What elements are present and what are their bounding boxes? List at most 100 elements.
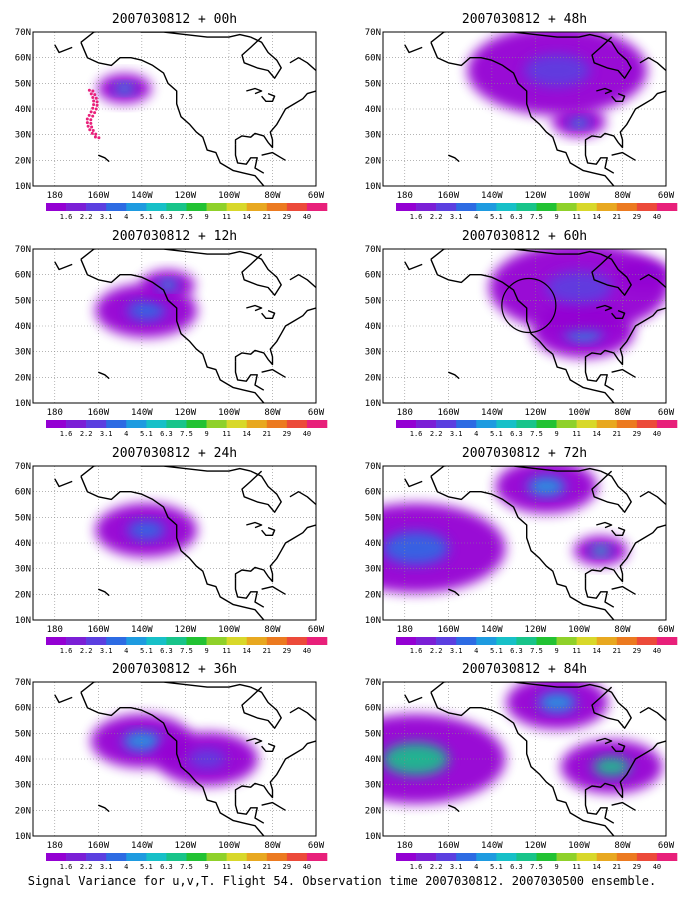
grid-lines — [383, 32, 666, 186]
colorbar-tick-label: 21 — [263, 647, 271, 655]
coastline — [639, 707, 666, 722]
colorbar-tick-label: 21 — [263, 863, 271, 871]
lat-tick-label: 40N — [15, 539, 31, 549]
lon-tick-label: 160W — [437, 408, 459, 418]
coastline — [591, 36, 632, 79]
coastline — [639, 57, 666, 72]
map-panel: 2007030812 + 72h 10N 20N 30N 40N 50N 60N 70N 180… — [365, 446, 678, 655]
colorbar-swatch — [456, 637, 477, 645]
colorbar-swatch — [226, 637, 248, 645]
coastline — [611, 526, 626, 536]
colorbar-swatch — [226, 420, 248, 428]
map-frame — [32, 248, 317, 404]
colorbar-swatch — [396, 203, 417, 211]
colorbar-swatch — [576, 203, 598, 211]
colorbar-tick-label: 14 — [242, 430, 250, 438]
grid-lines — [383, 466, 666, 620]
colorbar-tick-label: 11 — [572, 647, 580, 655]
grid-lines — [383, 249, 666, 403]
observation-point — [95, 103, 99, 107]
colorbar-tick-label: 11 — [572, 430, 580, 438]
colorbar-swatch — [306, 637, 328, 645]
colorbar-tick-label: 2.2 — [80, 647, 93, 655]
colorbar-tick-label: 40 — [653, 430, 661, 438]
colorbar-tick-label: 5.1 — [140, 863, 153, 871]
map-frame — [32, 465, 317, 621]
map-frame — [382, 248, 667, 404]
colorbar-tick-label: 40 — [653, 647, 661, 655]
map-frame — [382, 465, 667, 621]
colorbar: 1.6 2.2 3.1 4 5.1 6.3 7.5 9 11 14 21 29 40 — [46, 853, 328, 871]
coastline — [430, 682, 601, 693]
coastline — [261, 151, 286, 161]
map-frame — [32, 31, 317, 187]
coastlines — [54, 32, 316, 186]
colorbar: 1.6 2.2 3.1 4 5.1 6.3 7.5 9 11 14 21 29 40 — [396, 203, 678, 221]
observation-point — [95, 100, 99, 104]
colorbar-swatch — [536, 203, 557, 211]
map-panel: 2007030812 + 84h 10N 20N 30N 40N 50N 60N 70N 180… — [365, 662, 678, 871]
colorbar-swatch — [596, 853, 618, 861]
map-panel: 2007030812 + 00h 10N 20N 30N 40N 50N 60N 70N 180… — [15, 12, 328, 221]
colorbar-tick-label: 11 — [222, 863, 230, 871]
colorbar-swatch — [636, 637, 658, 645]
coastline — [241, 253, 282, 296]
lat-tick-label: 10N — [365, 616, 381, 626]
coastline — [246, 87, 263, 95]
lon-tick-label: 180 — [47, 841, 63, 851]
map-frame — [382, 681, 667, 837]
lon-tick-label: 80W — [264, 625, 281, 635]
colorbar-tick-label: 9 — [204, 430, 208, 438]
lon-tick-label: 60W — [658, 841, 675, 851]
colorbar-tick-label: 29 — [283, 863, 291, 871]
colorbar-tick-label: 2.2 — [430, 213, 443, 221]
coastline — [448, 804, 460, 813]
variance-core — [592, 756, 631, 777]
observation-point — [93, 93, 97, 97]
lat-tick-label: 10N — [365, 182, 381, 192]
colorbar-tick-label: 2.2 — [80, 213, 93, 221]
coastline — [80, 42, 265, 186]
lon-tick-label: 120W — [175, 191, 197, 201]
coastline — [584, 578, 615, 608]
coastline — [430, 32, 601, 43]
coastline — [80, 476, 265, 620]
lat-tick-label: 30N — [15, 781, 31, 791]
colorbar-swatch — [516, 203, 537, 211]
colorbar-tick-label: 2.2 — [430, 863, 443, 871]
lat-tick-label: 50N — [15, 513, 31, 523]
coastline — [80, 692, 265, 836]
colorbar-swatch — [66, 637, 87, 645]
colorbar-swatch — [456, 420, 477, 428]
variance-field — [90, 714, 259, 786]
lat-tick-label: 60N — [365, 488, 381, 498]
colorbar-swatch — [246, 853, 268, 861]
lat-tick-label: 30N — [15, 348, 31, 358]
lat-tick-label: 30N — [365, 781, 381, 791]
coastline — [54, 478, 73, 488]
colorbar-swatch — [656, 637, 678, 645]
lon-tick-label: 100W — [218, 191, 240, 201]
lat-tick-label: 10N — [365, 832, 381, 842]
coastline — [289, 57, 316, 72]
colorbar-tick-label: 3.1 — [100, 647, 113, 655]
lon-tick-label: 100W — [218, 841, 240, 851]
lat-tick-label: 10N — [15, 832, 31, 842]
colorbar-swatch — [226, 853, 248, 861]
lon-tick-label: 160W — [437, 191, 459, 201]
colorbar-tick-label: 6.3 — [160, 647, 173, 655]
coastline — [584, 794, 615, 824]
colorbar-tick-label: 6.3 — [510, 647, 523, 655]
coastline — [261, 801, 286, 811]
colorbar-tick-label: 5.1 — [140, 213, 153, 221]
panel-title: 2007030812 + 48h — [462, 12, 587, 27]
colorbar-swatch — [556, 637, 577, 645]
observation-point — [89, 118, 93, 122]
colorbar-tick-label: 29 — [633, 647, 641, 655]
lon-tick-label: 120W — [175, 841, 197, 851]
colorbar-swatch — [246, 203, 268, 211]
colorbar-tick-label: 1.6 — [410, 430, 423, 438]
colorbar-tick-label: 6.3 — [160, 863, 173, 871]
lat-tick-label: 10N — [15, 182, 31, 192]
